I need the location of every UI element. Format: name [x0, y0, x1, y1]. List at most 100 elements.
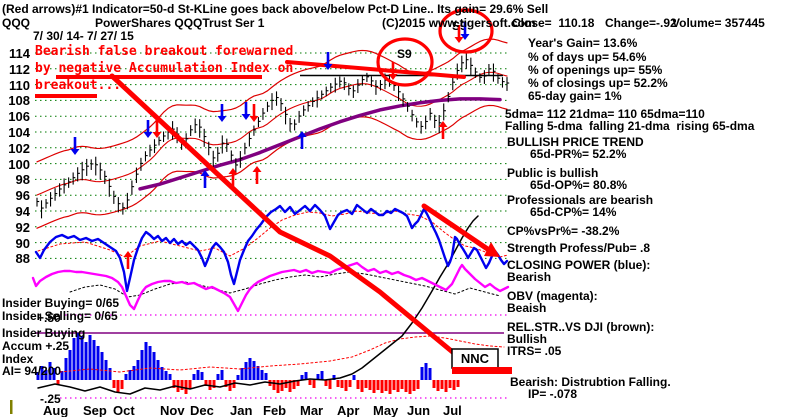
month-tick-label: Mar: [300, 403, 324, 417]
stat-line: BULLISH PRICE TREND: [507, 135, 644, 149]
accum-index-label-1: Insider Buying: [2, 326, 86, 340]
level-minus25-label: -.25: [40, 392, 61, 406]
accum-histogram-bar: [40, 366, 44, 380]
accum-histogram-bar: [220, 370, 224, 380]
accum-histogram-bar: [360, 380, 364, 392]
accum-histogram-bar: [116, 380, 120, 392]
month-tick-label: Dec: [190, 403, 214, 417]
accum-histogram-bar: [148, 346, 152, 380]
accum-histogram-bar: [416, 380, 420, 389]
price-tick-label: 98: [15, 172, 30, 188]
accum-histogram-bar: [256, 366, 260, 380]
price-tick-label: 114: [9, 46, 30, 61]
accum-histogram-bar: [284, 380, 288, 388]
sell-arrow-icon: [388, 74, 398, 80]
accum-histogram-bar: [456, 380, 460, 387]
volume-value: Volume= 357445: [672, 16, 765, 30]
stat-line: REL.STR..VS DJI (brown):: [507, 320, 655, 334]
accum-histogram-bar: [52, 368, 56, 380]
accum-histogram-bar: [292, 380, 296, 389]
accum-histogram-bar: [288, 380, 292, 392]
accum-histogram-bar: [108, 368, 112, 380]
stat-line: Professionals are bearish: [507, 193, 654, 207]
accum-histogram-bar: [320, 371, 324, 380]
accum-histogram-bar: [400, 380, 404, 389]
stat-line: % of openings up= 55%: [528, 63, 663, 77]
stat-line: 65-day gain= 1%: [528, 89, 622, 103]
stat-line: Year's Gain= 13.6%: [528, 36, 638, 50]
ma21-line: [36, 71, 508, 196]
buy-arrow-icon: [252, 166, 262, 172]
buy-arrow-icon: [200, 170, 210, 176]
stat-line: 65d-OP%= 80.8%: [530, 178, 628, 192]
accum-histogram-bar: [336, 380, 340, 387]
accum-index-label-3: Index: [2, 352, 34, 366]
accum-histogram-bar: [420, 367, 424, 380]
copyright-label: (C)2015 www.tigersoft.com: [382, 16, 536, 30]
accum-histogram-bar: [372, 380, 376, 393]
price-tick-label: 90: [15, 235, 30, 251]
stat-line: Strength Profess/Pub= .8: [507, 241, 651, 255]
accum-histogram-bar: [216, 374, 220, 380]
accum-histogram-bar: [444, 380, 448, 392]
accum-histogram-bar: [80, 336, 84, 380]
insider-selling-label: Insider Selling= 0/65: [2, 309, 118, 323]
sell-arrow-icon: [249, 116, 259, 122]
sell-arrow-icon: [70, 149, 80, 155]
buy-arrow-icon: [438, 121, 448, 127]
accum-histogram-bar: [300, 375, 304, 380]
accum-histogram-bar: [448, 380, 452, 388]
sell-arrow-icon: [323, 64, 333, 70]
stat-line: ITRS= .05: [507, 344, 562, 358]
price-tick-label: 102: [8, 140, 30, 156]
accum-histogram-bar: [184, 380, 188, 394]
accum-histogram-bar: [328, 380, 332, 389]
accum-histogram-bar: [324, 380, 328, 386]
accum-histogram-bar: [68, 350, 72, 380]
annotation-note-line1: Bearish false breakout forewarned: [35, 44, 294, 59]
stat-line: % of days up= 54.6%: [528, 50, 647, 64]
accum-histogram-bar: [348, 380, 352, 387]
accum-histogram-bar: [128, 370, 132, 380]
accum-histogram-bar: [140, 350, 144, 380]
accum-histogram-bar: [308, 380, 312, 385]
accum-histogram-bar: [388, 380, 392, 394]
accum-histogram-bar: [432, 380, 436, 388]
accum-histogram-bar: [428, 368, 432, 380]
ticker-symbol: QQQ: [2, 16, 31, 30]
accum-histogram-bar: [404, 380, 408, 392]
accum-histogram-bar: [76, 333, 80, 380]
price-tick-label: 106: [8, 109, 30, 125]
sell-arrow-icon: [152, 132, 162, 138]
lower-band-line: [36, 104, 508, 229]
accum-histogram-bar: [168, 374, 172, 380]
accum-histogram-bar: [332, 375, 336, 380]
stat-line: CP%vsPr%= -38.2%: [507, 224, 620, 238]
change-value: Change=-.92: [605, 16, 677, 30]
stat-line: IP= -.078: [528, 387, 578, 401]
stat-line: CLOSING POWER (blue):: [507, 258, 651, 272]
accum-histogram-bar: [44, 370, 48, 380]
stat-line: Beaish: [507, 301, 547, 315]
accum-histogram-bar: [112, 380, 116, 388]
month-tick-label: Oct: [113, 403, 135, 417]
accum-histogram-bar: [312, 380, 316, 388]
annotation-note-line3: breakout...: [35, 78, 122, 93]
note-underline: [35, 94, 97, 98]
annotation-line-to-circle: [285, 60, 466, 79]
accum-histogram-bar: [304, 372, 308, 380]
chart-title-line: (Red arrows)#1 Indicator=50-d St-KLine g…: [2, 2, 549, 16]
note-underline: [56, 75, 262, 79]
accum-histogram-bar: [64, 358, 68, 380]
stat-line: 5dma= 112 21dma= 110 65dma=110: [505, 107, 705, 121]
accum-histogram-bar: [156, 360, 160, 380]
accum-histogram-bar: [368, 380, 372, 390]
accum-histogram-bar: [48, 362, 52, 380]
signal-circle: [376, 37, 434, 87]
sell-arrow-icon: [143, 132, 153, 138]
accum-histogram-bar: [252, 361, 256, 380]
stat-line: Falling 5-dma falling 21-dma rising 65-d…: [505, 119, 755, 133]
accum-histogram-bar: [352, 375, 356, 380]
